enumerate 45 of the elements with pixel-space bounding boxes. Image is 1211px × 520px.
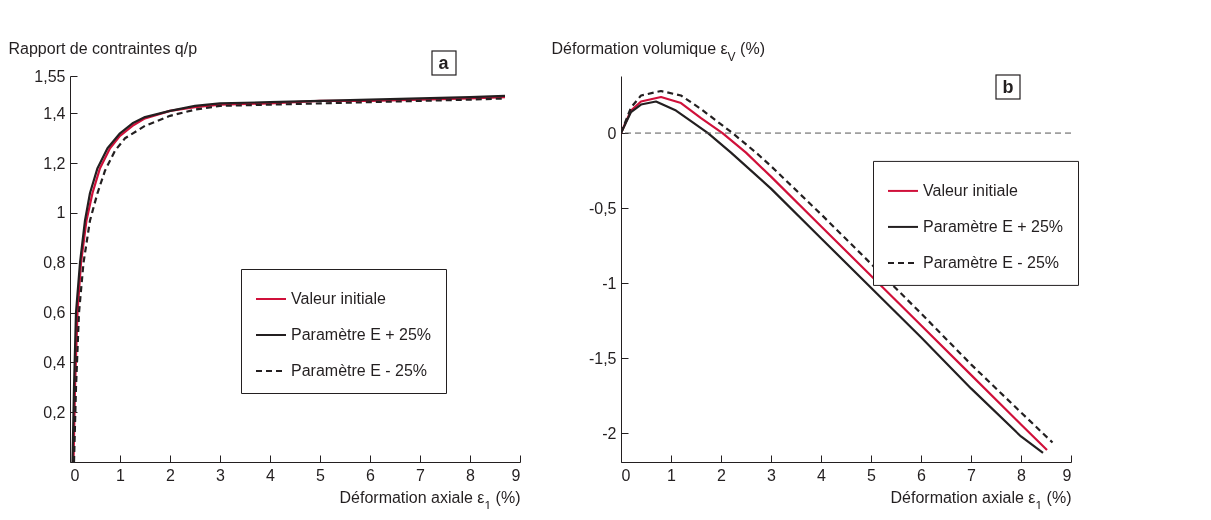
y-tick-label: 1,55 <box>34 67 66 85</box>
x-tick-label: 0 <box>621 466 631 484</box>
x-tick-label: 3 <box>767 466 777 484</box>
x-axis-title: Déformation axiale ε$_{1}$ (%) <box>890 488 1072 513</box>
y-tick-label: -1,5 <box>588 349 617 367</box>
legend-label: Paramètre E + 25% <box>923 217 1064 235</box>
y-tick-label: 1 <box>56 204 66 222</box>
y-tick-label: 0 <box>607 124 617 142</box>
legend-label: Paramètre E + 25% <box>291 326 432 343</box>
x-tick-label: 1 <box>116 466 126 484</box>
x-tick-label: 8 <box>1017 466 1027 484</box>
y-tick-label: 1,4 <box>43 104 66 122</box>
x-tick-label: 5 <box>316 466 326 484</box>
x-tick-label: 7 <box>967 466 977 484</box>
x-tick-label: 4 <box>817 466 827 484</box>
x-tick-label: 3 <box>216 466 226 484</box>
x-tick-label: 4 <box>266 466 276 484</box>
y-tick-label: -1 <box>602 274 617 292</box>
y-tick-label: 0,8 <box>43 254 66 272</box>
y-tick-label: 0,2 <box>43 403 66 421</box>
y-axis-title: Rapport de contraintes q/p <box>8 39 198 57</box>
x-axis-title: Déformation axiale ε$_{1}$ (%) <box>339 488 521 513</box>
x-tick-label: 2 <box>717 466 727 484</box>
x-tick-label: 5 <box>867 466 877 484</box>
x-tick-label: 9 <box>511 466 521 484</box>
y-tick-label: 1,2 <box>43 154 66 172</box>
y-axis-title: Déformation volumique ε$_{V}$ (%) <box>551 39 765 64</box>
legend-label: Valeur initiale <box>923 181 1018 199</box>
x-tick-label: 6 <box>366 466 376 484</box>
y-tick-label: -0,5 <box>588 199 617 217</box>
x-tick-label: 0 <box>70 466 80 484</box>
legend-label: Paramètre E - 25% <box>923 253 1060 271</box>
x-tick-label: 9 <box>1062 466 1072 484</box>
text: a <box>438 53 450 73</box>
x-tick-label: 2 <box>166 466 176 484</box>
legend-label: Valeur initiale <box>291 290 386 307</box>
annotation: b <box>1002 77 1014 97</box>
y-tick-label: 0,6 <box>43 304 66 322</box>
x-tick-label: 7 <box>416 466 426 484</box>
y-tick-label: -2 <box>602 424 617 442</box>
y-tick-label: 0,4 <box>43 353 66 371</box>
x-tick-label: 1 <box>667 466 677 484</box>
legend-label: Paramètre E - 25% <box>291 362 428 379</box>
x-tick-label: 8 <box>466 466 476 484</box>
x-tick-label: 6 <box>917 466 927 484</box>
